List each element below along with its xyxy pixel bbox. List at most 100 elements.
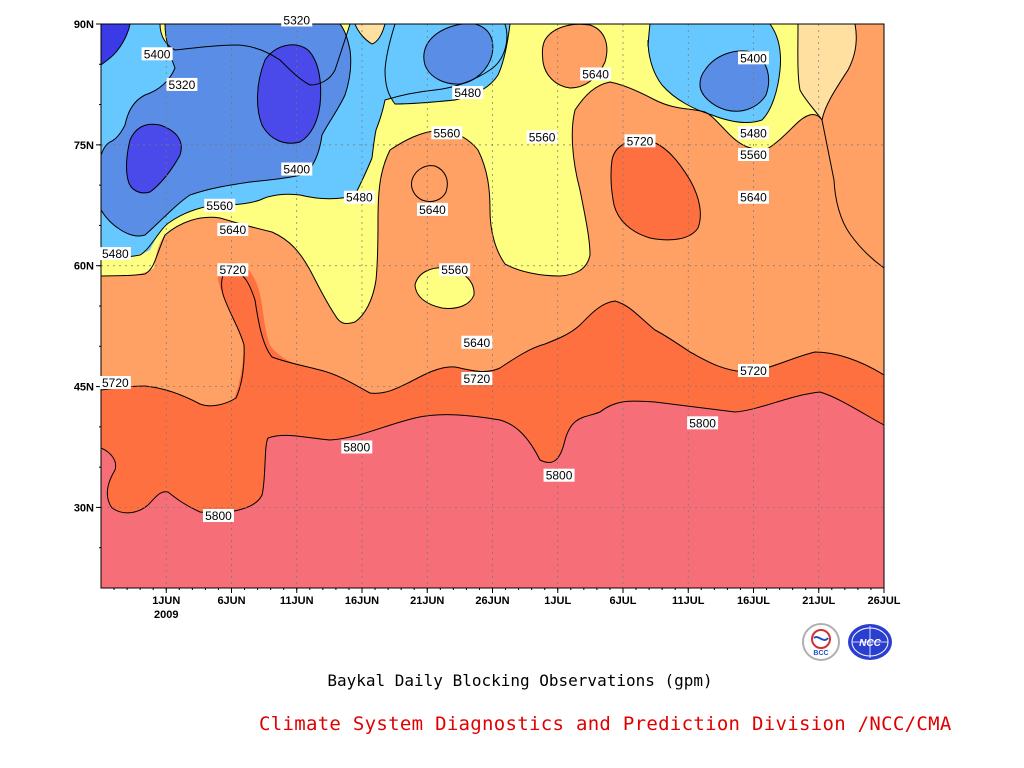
contour-labels: 5320 5400 5320 5400 5480 5560 5640 5720 5480 5480… bbox=[99, 13, 769, 523]
contour-label-bg bbox=[452, 85, 484, 99]
contour-label: 5560 bbox=[740, 148, 767, 162]
y-tick-label: 90N bbox=[74, 19, 94, 31]
contour-label-bg bbox=[461, 335, 493, 349]
contour-fill-5720-bulge bbox=[217, 262, 300, 404]
contour-fill-5560-blob-c bbox=[415, 267, 475, 309]
contour-line-5240-c bbox=[256, 44, 322, 144]
contour-label: 5480 bbox=[102, 247, 129, 261]
contour-label: 5720 bbox=[740, 364, 767, 378]
x-tick-label: 1JUL bbox=[544, 595, 571, 607]
contour-label-bg bbox=[166, 77, 198, 91]
contour-label-bg bbox=[341, 440, 373, 454]
y-tick-label: 75N bbox=[74, 140, 94, 152]
contour-label-bg bbox=[543, 468, 575, 482]
contour-fill-5240-c bbox=[257, 44, 321, 144]
contour-label: 5400 bbox=[144, 47, 171, 61]
x-year-label: 2009 bbox=[154, 609, 178, 621]
contour-label: 5480 bbox=[454, 86, 481, 100]
contour-label: 5800 bbox=[689, 416, 716, 430]
contour-line-5640-right bbox=[821, 24, 857, 121]
contour-fill-5240 bbox=[101, 24, 130, 65]
contour-fill-5320-top-center bbox=[423, 24, 493, 85]
contour-label: 5400 bbox=[740, 51, 767, 65]
contour-line-5720 bbox=[101, 267, 884, 407]
contour-label: 5640 bbox=[740, 191, 767, 205]
bcc-logo-icon: BCC bbox=[802, 623, 840, 661]
contour-line-5240-b bbox=[126, 123, 182, 194]
contour-label-bg bbox=[141, 47, 173, 61]
contour-line-5640 bbox=[101, 81, 884, 324]
contour-label-bg bbox=[624, 134, 656, 148]
contour-line-5640-blob-a bbox=[541, 24, 608, 89]
contour-label-bg bbox=[281, 162, 313, 176]
contour-label-bg bbox=[738, 190, 769, 204]
x-tick-label: 6JUL bbox=[610, 595, 637, 607]
contour-line-5480-top bbox=[159, 24, 351, 86]
x-tick-label: 6JUN bbox=[217, 595, 245, 607]
contour-line-5320-left bbox=[101, 24, 176, 156]
contour-label: 5480 bbox=[740, 126, 767, 140]
contour-label: 5640 bbox=[419, 203, 446, 217]
contour-label: 5720 bbox=[219, 263, 246, 277]
x-tick-label: 26JUL bbox=[867, 595, 900, 607]
contour-line-5400-center bbox=[423, 24, 494, 85]
contour-label: 5800 bbox=[546, 469, 573, 483]
contour-label: 5640 bbox=[219, 223, 246, 237]
y-axis: 30N 45N 60N 75N 90N bbox=[74, 19, 101, 549]
x-tick-label: 11JUN bbox=[280, 595, 314, 607]
contour-line-5640-blob-b bbox=[411, 165, 448, 203]
contour-line-5560-top-mid bbox=[354, 24, 386, 45]
contour-label: 5720 bbox=[102, 376, 129, 390]
contour-label: 5560 bbox=[529, 130, 556, 144]
contour-label-bg bbox=[416, 202, 448, 216]
contour-fill-5640-top-right bbox=[798, 24, 884, 268]
contour-label: 5800 bbox=[205, 509, 232, 523]
contour-fill-5720-blob bbox=[610, 139, 701, 240]
x-axis: 1JUN 2009 6JUN 11JUN 16JUN 21JUN 26JUN 1JUL 6JUL… bbox=[113, 588, 901, 621]
contour-label-bg bbox=[217, 222, 249, 236]
contour-label-bg bbox=[738, 51, 769, 65]
contour-label-bg bbox=[738, 363, 769, 377]
x-tick-label: 21JUL bbox=[802, 595, 835, 607]
ncc-logo-icon: NCC bbox=[848, 624, 892, 660]
contour-label-bg bbox=[99, 247, 131, 261]
contour-label-bg bbox=[738, 126, 769, 140]
contour-label: 5640 bbox=[463, 336, 490, 350]
x-tick-label: 26JUN bbox=[475, 595, 509, 607]
y-tick-label: 60N bbox=[74, 261, 94, 273]
contour-fill-5560-top bbox=[355, 24, 385, 44]
contour-line-5400-right bbox=[699, 50, 770, 112]
chart-title: Baykal Daily Blocking Observations (gpm) bbox=[327, 671, 713, 690]
contour-line-5560-right bbox=[797, 24, 823, 121]
contour-line-5560-blob-c bbox=[414, 267, 475, 309]
contour-label-bg bbox=[204, 198, 236, 212]
contour-label-bg bbox=[580, 67, 612, 81]
contour-label: 5800 bbox=[343, 441, 370, 455]
contour-label-bg bbox=[431, 126, 463, 140]
contour-label: 5400 bbox=[283, 163, 310, 177]
contour-label-bg bbox=[687, 416, 719, 430]
contour-label-bg bbox=[461, 372, 493, 386]
contour-fill-5560-top-right bbox=[797, 24, 857, 120]
contour-label: 5720 bbox=[627, 134, 654, 148]
contour-label: 5320 bbox=[283, 13, 310, 27]
contour-line-5240-a bbox=[101, 24, 131, 66]
x-tick-label: 16JUL bbox=[737, 595, 770, 607]
contour-label: 5560 bbox=[206, 199, 233, 213]
contour-label: 5320 bbox=[169, 78, 196, 92]
footer-credit: Climate System Diagnostics and Predictio… bbox=[259, 713, 952, 735]
contour-label-bg bbox=[202, 508, 234, 522]
contour-fill-5640-blob-b bbox=[411, 165, 448, 202]
contour-fill-5320-top-right bbox=[700, 50, 769, 112]
x-tick-label: 21JUN bbox=[410, 595, 444, 607]
contour-label-bg bbox=[99, 376, 131, 390]
contour-label-bg bbox=[217, 263, 249, 277]
contour-label: 5720 bbox=[463, 372, 490, 386]
contour-label-bg bbox=[343, 190, 375, 204]
grid-lines bbox=[101, 24, 884, 588]
contour-line-5480-center bbox=[384, 24, 511, 105]
contour-label-bg bbox=[738, 148, 769, 162]
ncc-logo-text: NCC bbox=[859, 638, 881, 649]
x-tick-label: 16JUN bbox=[345, 595, 379, 607]
